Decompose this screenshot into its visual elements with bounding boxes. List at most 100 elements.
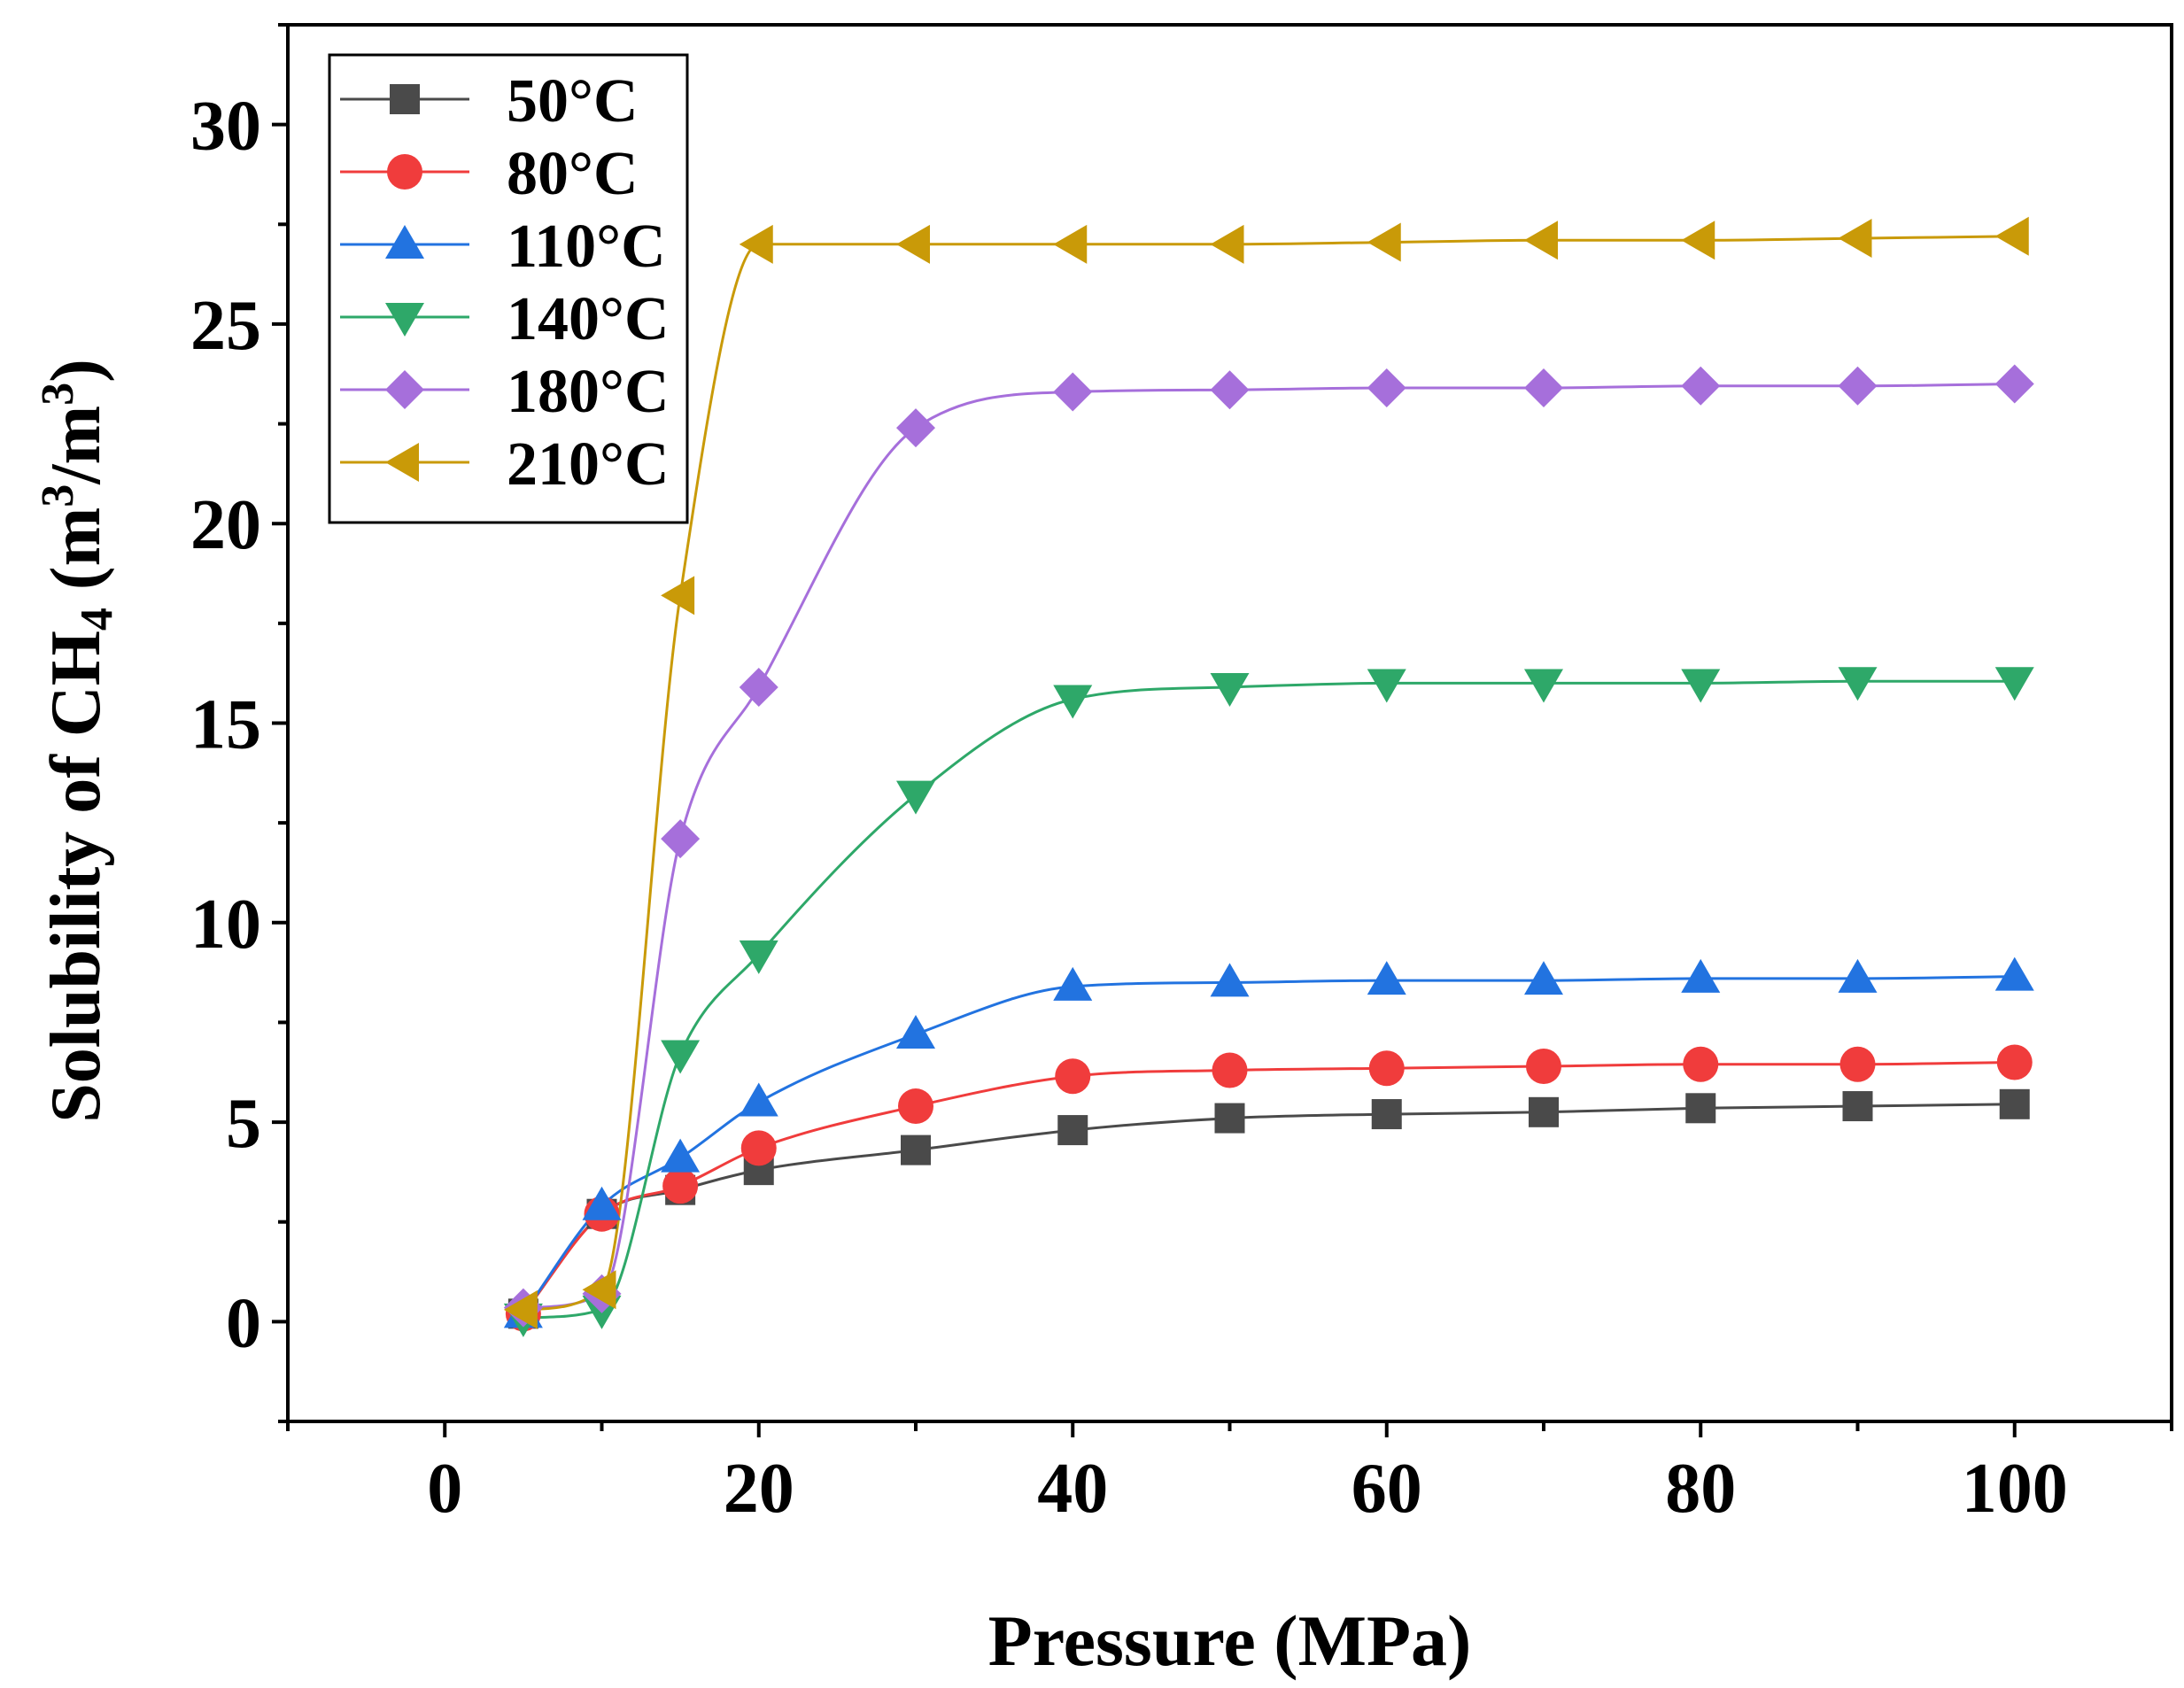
legend-marker [385,370,424,409]
data-point-110°C [1838,958,1878,993]
data-point-140°C [661,1040,701,1074]
data-point-80°C [1996,1044,2033,1080]
y-tick-label: 0 [226,1284,261,1362]
legend-marker [390,84,420,114]
legend-marker [385,443,419,482]
legend-label: 140°C [507,285,670,353]
data-point-80°C [1526,1048,1561,1084]
data-point-110°C [1681,958,1721,993]
data-point-50°C [1529,1096,1559,1127]
y-tick-label: 5 [226,1085,261,1163]
y-title-prefix: Solubility of CH [37,631,115,1123]
y-tick-label: 20 [190,486,261,564]
y-title-unit-open: (m [37,507,115,608]
data-point-180°C [1838,366,1878,406]
data-point-180°C [1210,370,1250,410]
data-point-180°C [739,667,778,707]
data-point-210°C [1367,222,1401,262]
data-point-180°C [1524,368,1563,408]
data-point-50°C [1685,1093,1716,1124]
data-point-210°C [1681,221,1715,260]
y-title-superscript-2: 3 [33,383,83,406]
data-point-80°C [1683,1046,1719,1082]
legend-label: 210°C [507,430,670,499]
y-title-unit-close: ) [37,359,115,383]
legend-marker [385,225,424,259]
data-point-80°C [1368,1050,1405,1087]
legend-item: 110°C [340,213,666,281]
data-point-80°C [1055,1058,1091,1095]
data-point-50°C [1214,1103,1245,1134]
legend-box [328,53,689,524]
data-point-50°C [1057,1115,1088,1146]
data-point-80°C [1212,1052,1248,1088]
x-tick-label: 0 [427,1450,462,1528]
y-tick-label: 25 [190,287,261,365]
data-point-110°C [582,1186,622,1220]
data-point-110°C [1524,961,1563,995]
data-point-180°C [1994,364,2034,404]
data-point-50°C [1999,1088,2030,1119]
legend-item: 210°C [340,430,670,499]
data-point-140°C [1367,669,1406,703]
data-point-140°C [1681,669,1721,703]
x-axis: 0 20 40 60 80 100 [286,1421,2173,1528]
legend-label: 180°C [507,358,670,426]
data-point-180°C [661,819,701,859]
series-curve-140°C [523,679,2015,1320]
x-tick-label: 40 [1037,1450,1108,1528]
y-title-subscript: 4 [72,608,122,631]
legend-item: 140°C [340,285,670,353]
data-point-140°C [896,780,935,815]
data-point-140°C [1994,667,2034,701]
data-point-210°C [503,1289,538,1329]
y-title-superscript-1: 3 [33,484,83,507]
legend-item: 180°C [340,358,670,426]
data-point-210°C [582,1270,616,1310]
data-markers [503,216,2034,1337]
data-point-80°C [898,1088,933,1125]
x-tick-label: 60 [1351,1450,1422,1528]
data-point-80°C [740,1130,777,1166]
legend-label: 80°C [507,140,639,208]
legend-marker [387,154,422,190]
x-tick-label: 100 [1962,1450,2068,1528]
x-axis-title: Pressure (MPa) [988,1600,1472,1681]
data-point-50°C [1371,1099,1402,1130]
data-point-110°C [896,1014,935,1049]
legend-label: 110°C [507,213,666,281]
x-tick-label: 80 [1665,1450,1736,1528]
data-point-140°C [1838,667,1878,701]
data-point-110°C [1210,963,1250,997]
data-point-180°C [896,408,935,448]
data-point-140°C [1053,685,1093,719]
data-point-140°C [739,940,778,974]
data-point-210°C [1524,221,1558,260]
data-point-50°C [1842,1091,1873,1122]
legend-item: 80°C [340,140,639,208]
data-point-210°C [661,576,695,616]
data-point-210°C [1053,224,1088,264]
data-point-140°C [1524,669,1563,703]
legend-marker [385,303,424,337]
data-point-180°C [1053,372,1093,412]
legend-item: 50°C [340,67,639,136]
y-axis-title: Solubility of CH4 (m3/m3) [33,359,122,1122]
data-point-210°C [739,224,773,264]
data-point-80°C [662,1168,699,1204]
data-point-110°C [1994,956,2034,991]
y-tick-label: 10 [190,886,261,964]
data-point-210°C [1994,216,2029,256]
data-point-210°C [896,224,930,264]
data-point-110°C [661,1138,701,1173]
data-point-210°C [1838,219,1872,259]
data-point-210°C [1210,224,1244,264]
x-tick-label: 20 [724,1450,794,1528]
data-point-110°C [1367,961,1406,995]
y-title-unit-slash: /m [37,406,115,485]
series-curve-80°C [522,1061,2015,1315]
y-axis: 0 5 10 15 20 25 30 [190,23,288,1423]
data-point-180°C [1681,366,1721,406]
